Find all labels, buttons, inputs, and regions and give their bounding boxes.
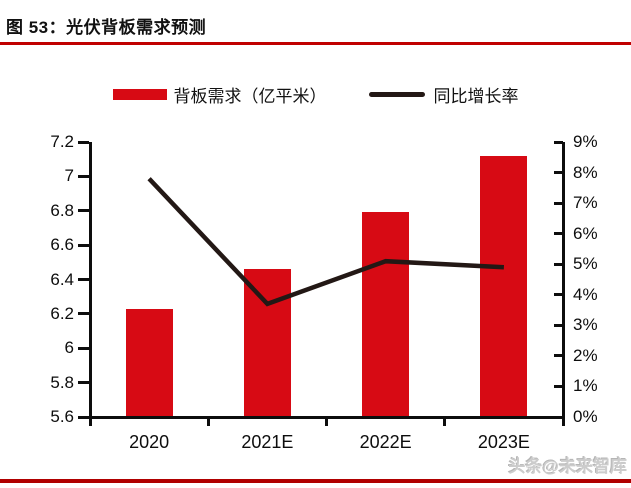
figure-title: 图 53：光伏背板需求预测 <box>6 18 207 37</box>
y2-axis-tick <box>554 140 563 144</box>
y-axis-tick <box>78 312 89 316</box>
y2-axis-tick-label: 2% <box>573 345 598 365</box>
watermark: 头条@未来智库 <box>508 457 627 476</box>
chart-legend: 背板需求（亿平米） 同比增长率 <box>0 82 631 107</box>
x-axis <box>88 415 565 419</box>
x-axis-label: 2023E <box>477 432 530 452</box>
legend-label-growth: 同比增长率 <box>433 87 519 106</box>
x-axis-label: 2021E <box>241 432 294 452</box>
y2-axis-tick <box>554 201 563 205</box>
y2-axis-tick-label: 5% <box>573 254 598 274</box>
x-axis-tick <box>561 418 565 426</box>
y-axis-tick-label: 7.2 <box>50 132 74 151</box>
y-axis-tick <box>78 243 89 247</box>
y2-axis-tick-label: 6% <box>573 223 598 243</box>
y2-axis-tick <box>554 384 563 388</box>
y-axis-tick <box>78 381 89 385</box>
y-axis-tick-label: 6.2 <box>50 303 74 323</box>
bar-2022E <box>362 212 410 416</box>
y-axis-tick-label: 6 <box>64 338 74 358</box>
line-swatch-icon <box>368 92 425 97</box>
y2-axis-tick <box>554 293 563 297</box>
bar-swatch-icon <box>112 89 167 100</box>
y2-axis-tick-label: 9% <box>573 132 598 151</box>
bar-2021E <box>243 269 291 416</box>
growth-line <box>147 177 505 307</box>
y2-axis-tick <box>554 232 563 236</box>
y-axis-left <box>88 142 92 424</box>
y2-axis-tick-label: 1% <box>573 376 598 396</box>
bottom-rule <box>0 479 631 483</box>
y2-axis-tick <box>554 415 563 419</box>
x-axis-tick <box>325 418 328 426</box>
y-axis-tick-label: 5.6 <box>50 407 74 426</box>
legend-item-demand: 背板需求（亿平米） <box>112 82 327 107</box>
legend-item-growth: 同比增长率 <box>368 82 519 107</box>
y2-axis-tick-label: 0% <box>573 407 598 426</box>
x-axis-tick <box>443 418 447 426</box>
y-axis-tick <box>78 415 89 419</box>
y-axis-tick <box>78 209 89 213</box>
bar-2023E <box>480 155 528 416</box>
bar-2020 <box>125 308 173 416</box>
x-axis-tick <box>88 418 92 426</box>
y2-axis-tick-label: 3% <box>573 315 598 335</box>
legend-label-demand: 背板需求（亿平米） <box>173 87 327 106</box>
x-axis-label: 2020 <box>129 432 170 452</box>
y-axis-tick <box>78 140 89 144</box>
y2-axis-tick-label: 4% <box>573 284 598 304</box>
y-axis-tick <box>78 174 89 178</box>
y-axis-tick-label: 6.4 <box>50 269 74 289</box>
y2-axis-tick <box>554 171 563 175</box>
y-axis-tick-label: 6.8 <box>50 200 74 220</box>
y-axis-tick <box>78 278 89 281</box>
y2-axis-tick <box>554 323 563 327</box>
y-axis-right <box>561 142 565 418</box>
y-axis-tick-label: 5.8 <box>50 372 74 392</box>
y-axis-tick-label: 6.6 <box>50 235 74 255</box>
y2-axis-tick-label: 7% <box>573 193 598 213</box>
title-rule <box>0 42 631 45</box>
y-axis-tick <box>78 346 89 350</box>
x-axis-label: 2022E <box>359 432 412 452</box>
x-axis-tick <box>206 418 210 426</box>
y-axis-tick-label: 7 <box>64 166 74 186</box>
y2-axis-tick <box>554 262 563 266</box>
y2-axis-tick <box>554 354 563 358</box>
y2-axis-tick-label: 8% <box>573 162 598 182</box>
